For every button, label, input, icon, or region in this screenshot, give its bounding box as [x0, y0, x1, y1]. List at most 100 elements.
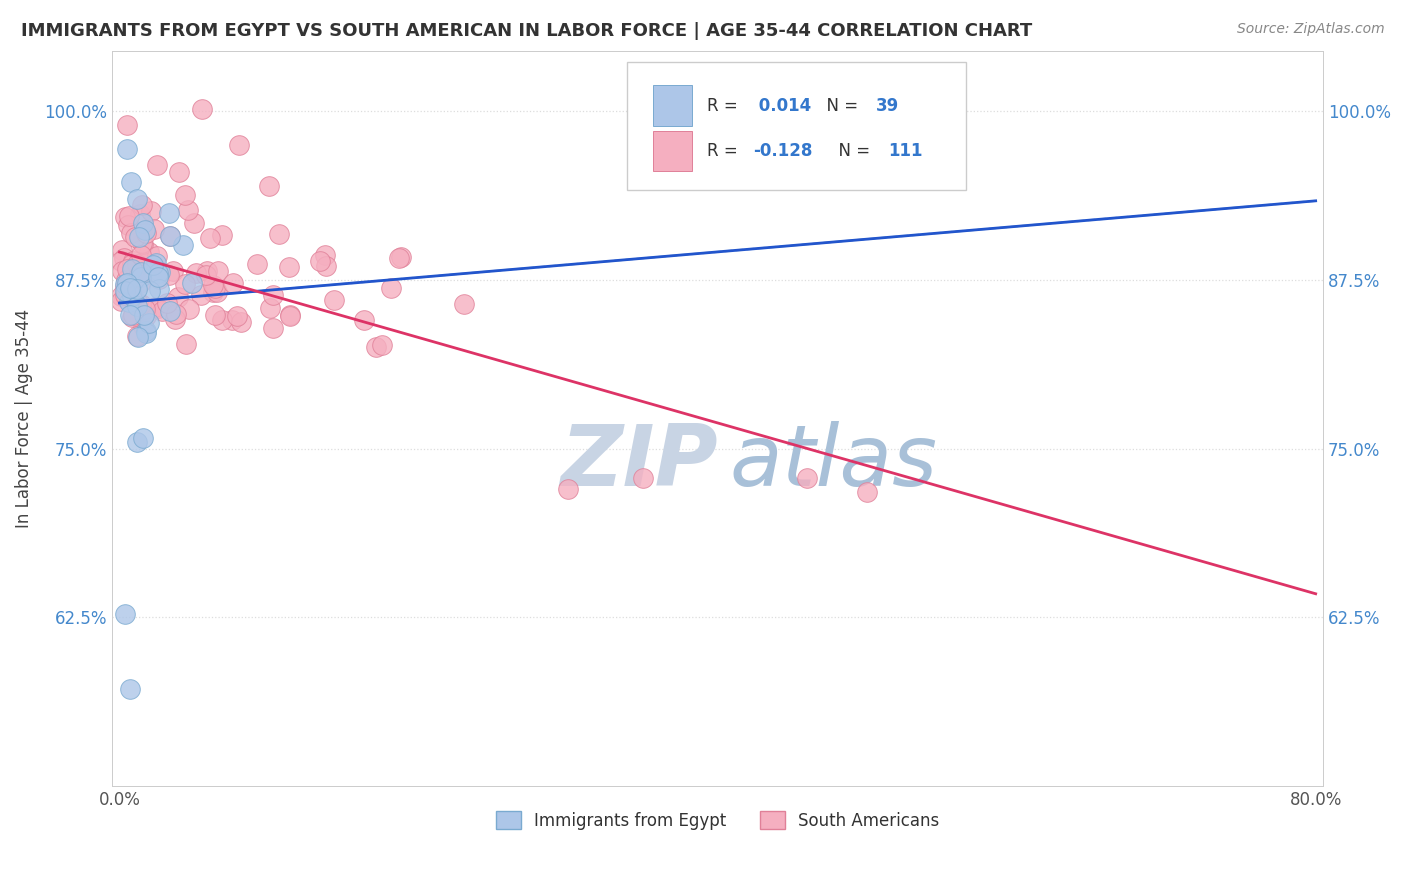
Point [120, 174, 142, 188]
Point [222, 276, 245, 290]
Point [177, 202, 200, 217]
Point [371, 337, 394, 351]
Point [453, 297, 475, 311]
Point [127, 329, 149, 343]
Point [180, 276, 202, 290]
Point [131, 235, 153, 250]
Point [202, 285, 225, 300]
Point [190, 102, 212, 116]
Point [176, 337, 198, 351]
Point [118, 277, 141, 292]
Point [278, 309, 301, 323]
Point [184, 266, 207, 280]
Point [315, 259, 337, 273]
Point [127, 329, 149, 343]
Point [112, 251, 135, 265]
Point [129, 270, 152, 285]
Point [173, 187, 195, 202]
Point [115, 142, 138, 156]
Point [159, 228, 181, 243]
Point [138, 244, 160, 259]
Point [114, 277, 136, 291]
Point [131, 236, 153, 251]
Point [148, 272, 170, 286]
Point [115, 118, 138, 132]
Point [121, 288, 143, 302]
Point [278, 308, 301, 322]
Point [131, 198, 153, 212]
Point [132, 255, 155, 269]
Point [114, 288, 136, 302]
Point [110, 289, 132, 303]
Point [115, 282, 138, 296]
Point [135, 324, 157, 338]
Text: 39: 39 [876, 96, 900, 114]
Point [159, 228, 181, 243]
Text: -0.128: -0.128 [752, 142, 813, 160]
Point [121, 257, 143, 271]
Point [128, 230, 150, 244]
Point [228, 138, 250, 153]
Point [127, 192, 149, 206]
FancyBboxPatch shape [627, 62, 966, 190]
Point [353, 313, 375, 327]
Point [115, 292, 138, 306]
Point [111, 264, 134, 278]
Point [262, 288, 284, 302]
Point [195, 264, 218, 278]
Point [211, 228, 233, 243]
Point [134, 222, 156, 236]
Point [121, 286, 143, 301]
Point [114, 285, 136, 299]
Point [118, 281, 141, 295]
Point [118, 209, 141, 223]
Point [259, 301, 281, 315]
Text: R =: R = [707, 142, 742, 160]
Point [110, 293, 132, 308]
Point [246, 257, 269, 271]
Point [162, 264, 184, 278]
Point [380, 281, 402, 295]
Point [200, 231, 222, 245]
Point [124, 230, 146, 244]
Point [131, 216, 153, 230]
Point [118, 308, 141, 322]
Text: 111: 111 [889, 142, 922, 160]
Point [141, 262, 163, 277]
Point [134, 301, 156, 316]
Point [122, 308, 145, 322]
Point [202, 278, 225, 293]
Point [388, 252, 411, 266]
Point [146, 158, 169, 172]
Point [145, 260, 167, 275]
Point [157, 268, 180, 282]
Point [128, 206, 150, 220]
Point [204, 281, 226, 295]
Point [177, 301, 200, 316]
Text: IMMIGRANTS FROM EGYPT VS SOUTH AMERICAN IN LABOR FORCE | AGE 35-44 CORRELATION C: IMMIGRANTS FROM EGYPT VS SOUTH AMERICAN … [21, 22, 1032, 40]
Point [114, 210, 136, 224]
Point [856, 484, 879, 499]
Point [141, 258, 163, 272]
Point [173, 277, 195, 291]
Point [145, 256, 167, 270]
Point [226, 309, 249, 323]
Point [631, 471, 654, 485]
Point [557, 482, 579, 496]
Point [135, 309, 157, 323]
Point [257, 178, 280, 193]
Point [190, 288, 212, 302]
Point [167, 165, 190, 179]
Point [148, 282, 170, 296]
Point [118, 295, 141, 310]
Point [127, 296, 149, 310]
Point [205, 285, 228, 299]
Point [389, 250, 412, 264]
Point [159, 304, 181, 318]
Point [157, 206, 180, 220]
Text: atlas: atlas [730, 421, 938, 504]
Point [135, 226, 157, 240]
Point [156, 295, 179, 310]
Point [211, 313, 233, 327]
Point [139, 204, 162, 219]
